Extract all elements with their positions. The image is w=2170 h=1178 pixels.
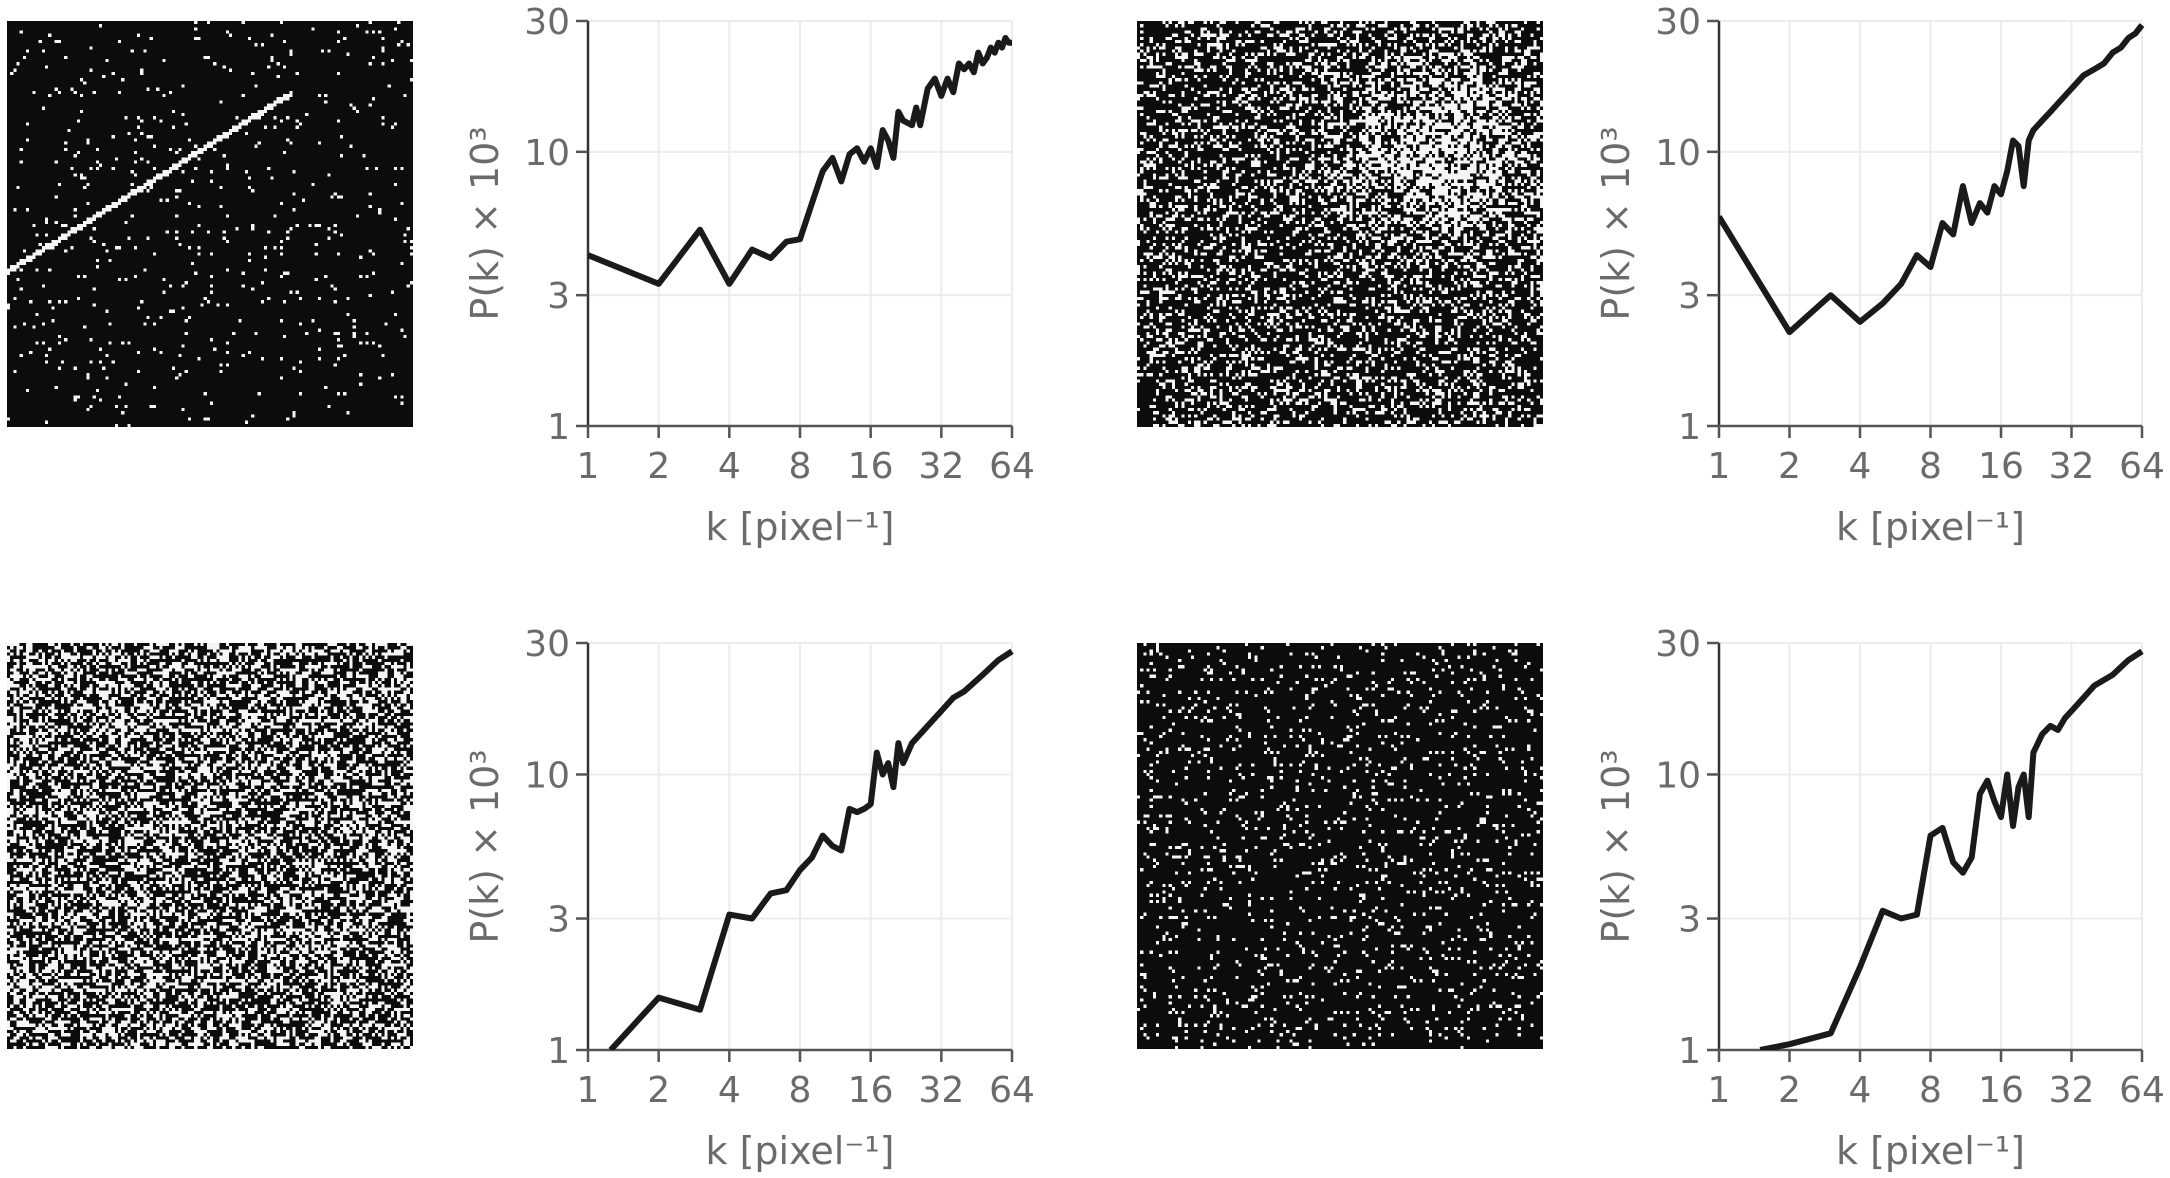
x-tick-label: 2 [647, 446, 670, 487]
x-tick-label: 1 [1708, 1070, 1731, 1111]
y-tick-label: 10 [1655, 133, 1701, 174]
x-tick-label: 8 [789, 446, 812, 487]
x-tick-label: 4 [718, 1070, 741, 1111]
power-spectrum-line [1759, 648, 2144, 1050]
y-tick-label: 30 [1655, 2, 1701, 43]
x-tick-label: 16 [1978, 1070, 2024, 1111]
y-tick-label: 1 [547, 1031, 570, 1072]
x-tick-label: 2 [1778, 1070, 1801, 1111]
y-axis-label: P(k) × 10³ [1594, 749, 1638, 943]
chart-panel-bottom-left: 1 2 4 8 16 32 64 1 3 10 30 k [pixel⁻¹] P(k) × 10³ [463, 624, 1035, 1173]
image-panel-bottom-left [7, 643, 413, 1049]
x-tick-label: 8 [1919, 446, 1942, 487]
x-tick-label: 64 [2119, 446, 2165, 487]
x-tick-label: 16 [848, 1070, 894, 1111]
y-tick-label: 3 [1678, 900, 1701, 941]
x-tick-label: 32 [2049, 1070, 2095, 1111]
x-tick-label: 8 [789, 1070, 812, 1111]
x-axis-label: k [pixel⁻¹] [706, 1129, 895, 1173]
x-tick-label: 1 [577, 446, 600, 487]
x-tick-label: 64 [2119, 1070, 2165, 1111]
x-tick-label: 64 [989, 446, 1035, 487]
x-tick-label: 8 [1919, 1070, 1942, 1111]
y-tick-label: 1 [1678, 407, 1701, 448]
x-tick-label: 2 [647, 1070, 670, 1111]
x-axis-label: k [pixel⁻¹] [1836, 505, 2025, 549]
x-tick-label: 4 [718, 446, 741, 487]
x-axis-label: k [pixel⁻¹] [706, 505, 895, 549]
x-tick-label: 16 [848, 446, 894, 487]
image-panel-bottom-right [1137, 643, 1543, 1049]
x-axis-label: k [pixel⁻¹] [1836, 1129, 2025, 1173]
x-tick-label: 4 [1849, 446, 1872, 487]
y-axis-label: P(k) × 10³ [463, 126, 507, 320]
y-tick-label: 30 [1655, 624, 1701, 665]
x-tick-label: 32 [918, 1070, 964, 1111]
x-tick-label: 2 [1778, 446, 1801, 487]
x-tick-label: 32 [918, 446, 964, 487]
y-tick-label: 1 [1678, 1031, 1701, 1072]
y-tick-label: 1 [547, 407, 570, 448]
y-axis-label: P(k) × 10³ [1594, 126, 1638, 320]
y-tick-label: 10 [524, 755, 570, 796]
x-tick-label: 4 [1849, 1070, 1872, 1111]
chart-panel-top-left: 1 2 4 8 16 32 64 1 3 10 30 k [pixel⁻¹] P(k) × 10³ [463, 2, 1035, 549]
x-tick-label: 1 [1708, 446, 1731, 487]
x-tick-label: 1 [577, 1070, 600, 1111]
chart-panel-top-right: 1 2 4 8 16 32 64 1 3 10 30 k [pixel⁻¹] P(k) × 10³ [1594, 2, 2165, 549]
chart-panel-bottom-right: 1 2 4 8 16 32 64 1 3 10 30 k [pixel⁻¹] P(k) × 10³ [1594, 624, 2165, 1173]
y-axis-label: P(k) × 10³ [463, 749, 507, 943]
y-tick-label: 3 [1678, 276, 1701, 317]
power-spectrum-line [608, 648, 1014, 1050]
y-tick-label: 10 [524, 133, 570, 174]
y-tick-label: 3 [547, 900, 570, 941]
x-tick-label: 16 [1978, 446, 2024, 487]
x-tick-label: 32 [2049, 446, 2095, 487]
image-panel-top-left [7, 21, 413, 427]
x-tick-label: 64 [989, 1070, 1035, 1111]
power-spectrum-line [1719, 23, 2145, 336]
y-tick-label: 10 [1655, 755, 1701, 796]
power-spectrum-line [588, 35, 1012, 287]
y-tick-label: 30 [524, 2, 570, 43]
y-tick-label: 3 [547, 276, 570, 317]
y-tick-label: 30 [524, 624, 570, 665]
image-panel-top-right [1137, 21, 1543, 427]
